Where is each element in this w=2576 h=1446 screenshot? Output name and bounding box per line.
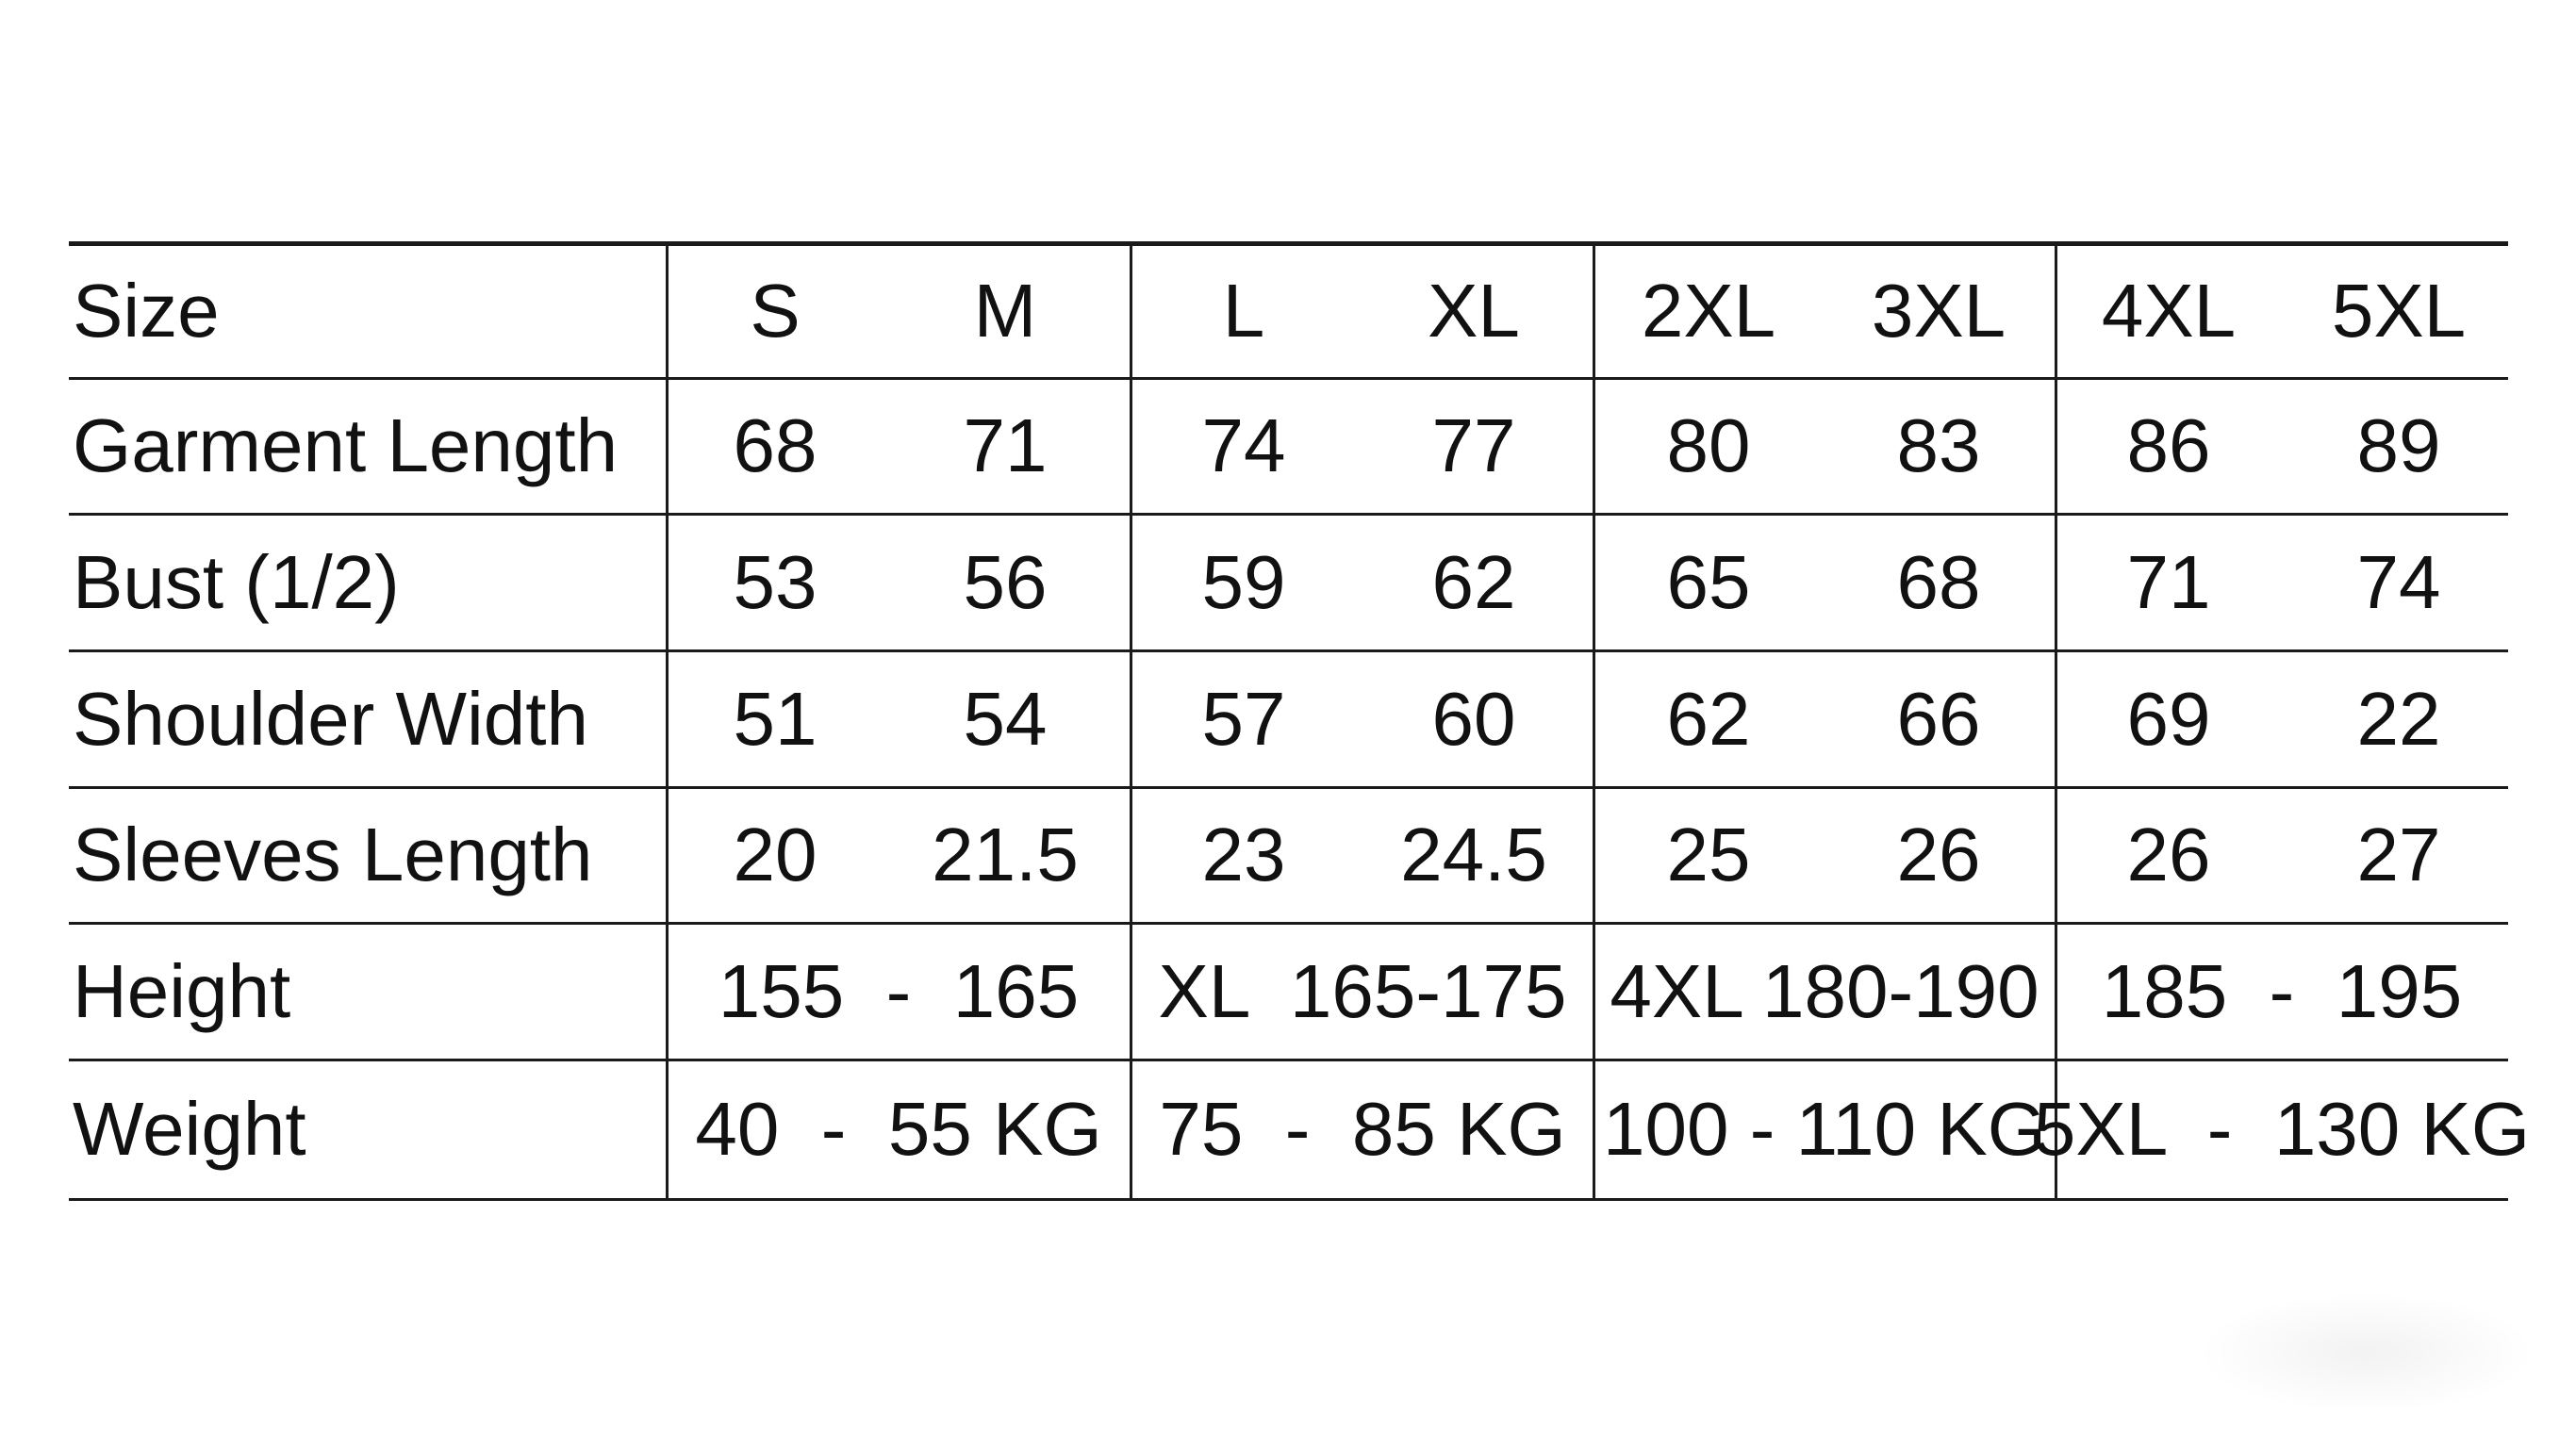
row-label: Bust (1/2) bbox=[73, 539, 400, 624]
measurement-cell: 24.5 bbox=[1400, 813, 1547, 896]
measurement-cell: 68 bbox=[1896, 539, 1981, 624]
measurement-cell: 22 bbox=[2356, 676, 2441, 761]
size-header-cell: 5XL bbox=[2331, 268, 2467, 353]
measurement-cell: 57 bbox=[1201, 676, 1286, 761]
measurement-cell: 77 bbox=[1431, 403, 1516, 487]
measurement-cell: 71 bbox=[2126, 539, 2211, 624]
size-header-cell: M bbox=[973, 268, 1037, 353]
range-cell: 100 - 110 KG bbox=[1603, 1087, 2046, 1171]
range-cell: XL 165-175 bbox=[1158, 948, 1567, 1033]
size-header-cell: 3XL bbox=[1871, 268, 2006, 353]
measurement-cell: 26 bbox=[2126, 813, 2211, 896]
row-divider bbox=[69, 1059, 2508, 1061]
measurement-cell: 20 bbox=[733, 813, 817, 896]
column-divider bbox=[666, 243, 669, 1199]
row-label: Sleeves Length bbox=[73, 813, 593, 896]
range-cell: 185 - 195 bbox=[2101, 948, 2463, 1033]
measurement-cell: 68 bbox=[733, 403, 817, 487]
column-divider bbox=[1593, 243, 1595, 1199]
measurement-cell: 89 bbox=[2356, 403, 2441, 487]
column-divider bbox=[2055, 243, 2057, 1199]
size-header-cell: L bbox=[1222, 268, 1265, 353]
row-label: Shoulder Width bbox=[73, 676, 588, 761]
measurement-cell: 60 bbox=[1431, 676, 1516, 761]
size-header-cell: S bbox=[750, 268, 801, 353]
row-divider bbox=[69, 241, 2508, 246]
range-cell: 75 - 85 KG bbox=[1159, 1087, 1566, 1171]
measurement-cell: 86 bbox=[2126, 403, 2211, 487]
row-divider bbox=[69, 377, 2508, 380]
column-divider bbox=[1130, 243, 1132, 1199]
size-header-cell: 2XL bbox=[1641, 268, 1776, 353]
range-cell: 40 - 55 KG bbox=[695, 1087, 1102, 1171]
row-divider bbox=[69, 922, 2508, 925]
measurement-cell: 66 bbox=[1896, 676, 1981, 761]
measurement-cell: 74 bbox=[2356, 539, 2441, 624]
range-cell: 155 - 165 bbox=[718, 948, 1080, 1033]
measurement-cell: 83 bbox=[1896, 403, 1981, 487]
measurement-cell: 59 bbox=[1201, 539, 1286, 624]
row-divider bbox=[69, 649, 2508, 652]
measurement-cell: 25 bbox=[1666, 813, 1751, 896]
measurement-cell: 62 bbox=[1431, 539, 1516, 624]
row-label: Height bbox=[73, 948, 291, 1033]
size-chart-table: Size S M L XL 2XL 3XL 4XL 5XL Garment Length 68 71 7… bbox=[69, 241, 2530, 1201]
row-label: Weight bbox=[73, 1087, 306, 1171]
range-cell: 4XL 180-190 bbox=[1610, 948, 2039, 1033]
measurement-cell: 74 bbox=[1201, 403, 1286, 487]
measurement-cell: 69 bbox=[2126, 676, 2211, 761]
range-cell: 5XL - 130 KG bbox=[2033, 1087, 2531, 1171]
measurement-cell: 23 bbox=[1201, 813, 1286, 896]
row-divider bbox=[69, 513, 2508, 516]
measurement-cell: 56 bbox=[963, 539, 1048, 624]
size-header-cell: XL bbox=[1428, 268, 1520, 353]
row-label: Garment Length bbox=[73, 403, 619, 487]
measurement-cell: 54 bbox=[963, 676, 1048, 761]
measurement-cell: 80 bbox=[1666, 403, 1751, 487]
measurement-cell: 53 bbox=[733, 539, 817, 624]
row-divider bbox=[69, 1198, 2508, 1201]
background-smudge bbox=[2197, 1291, 2536, 1414]
row-divider bbox=[69, 786, 2508, 789]
header-label: Size bbox=[73, 268, 220, 353]
measurement-cell: 27 bbox=[2356, 813, 2441, 896]
size-header-cell: 4XL bbox=[2101, 268, 2237, 353]
measurement-cell: 26 bbox=[1896, 813, 1981, 896]
measurement-cell: 62 bbox=[1666, 676, 1751, 761]
measurement-cell: 71 bbox=[963, 403, 1048, 487]
measurement-cell: 65 bbox=[1666, 539, 1751, 624]
measurement-cell: 21.5 bbox=[932, 813, 1079, 896]
measurement-cell: 51 bbox=[733, 676, 817, 761]
